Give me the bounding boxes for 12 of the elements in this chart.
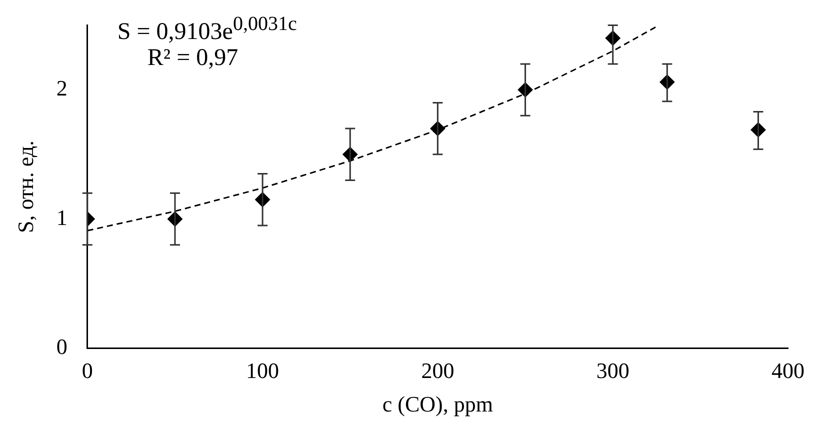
y-axis-title: S, отн. ед.: [12, 140, 38, 233]
y-tick-label: 1: [56, 204, 68, 230]
x-tick-label: 300: [596, 358, 630, 384]
x-axis-title: c (CO), ppm: [382, 392, 493, 417]
annotation: S = 0,9103e$^{0,0031c}$: [117, 13, 297, 46]
annotation: R² = 0,97: [147, 45, 238, 72]
x-tick-label: 0: [82, 358, 93, 384]
x-tick-label: 400: [772, 358, 804, 384]
y-tick-label: 0: [56, 334, 68, 359]
y-tick-label: 2: [56, 76, 68, 101]
x-tick-label: 200: [421, 358, 454, 384]
x-tick-label: 100: [246, 358, 280, 384]
